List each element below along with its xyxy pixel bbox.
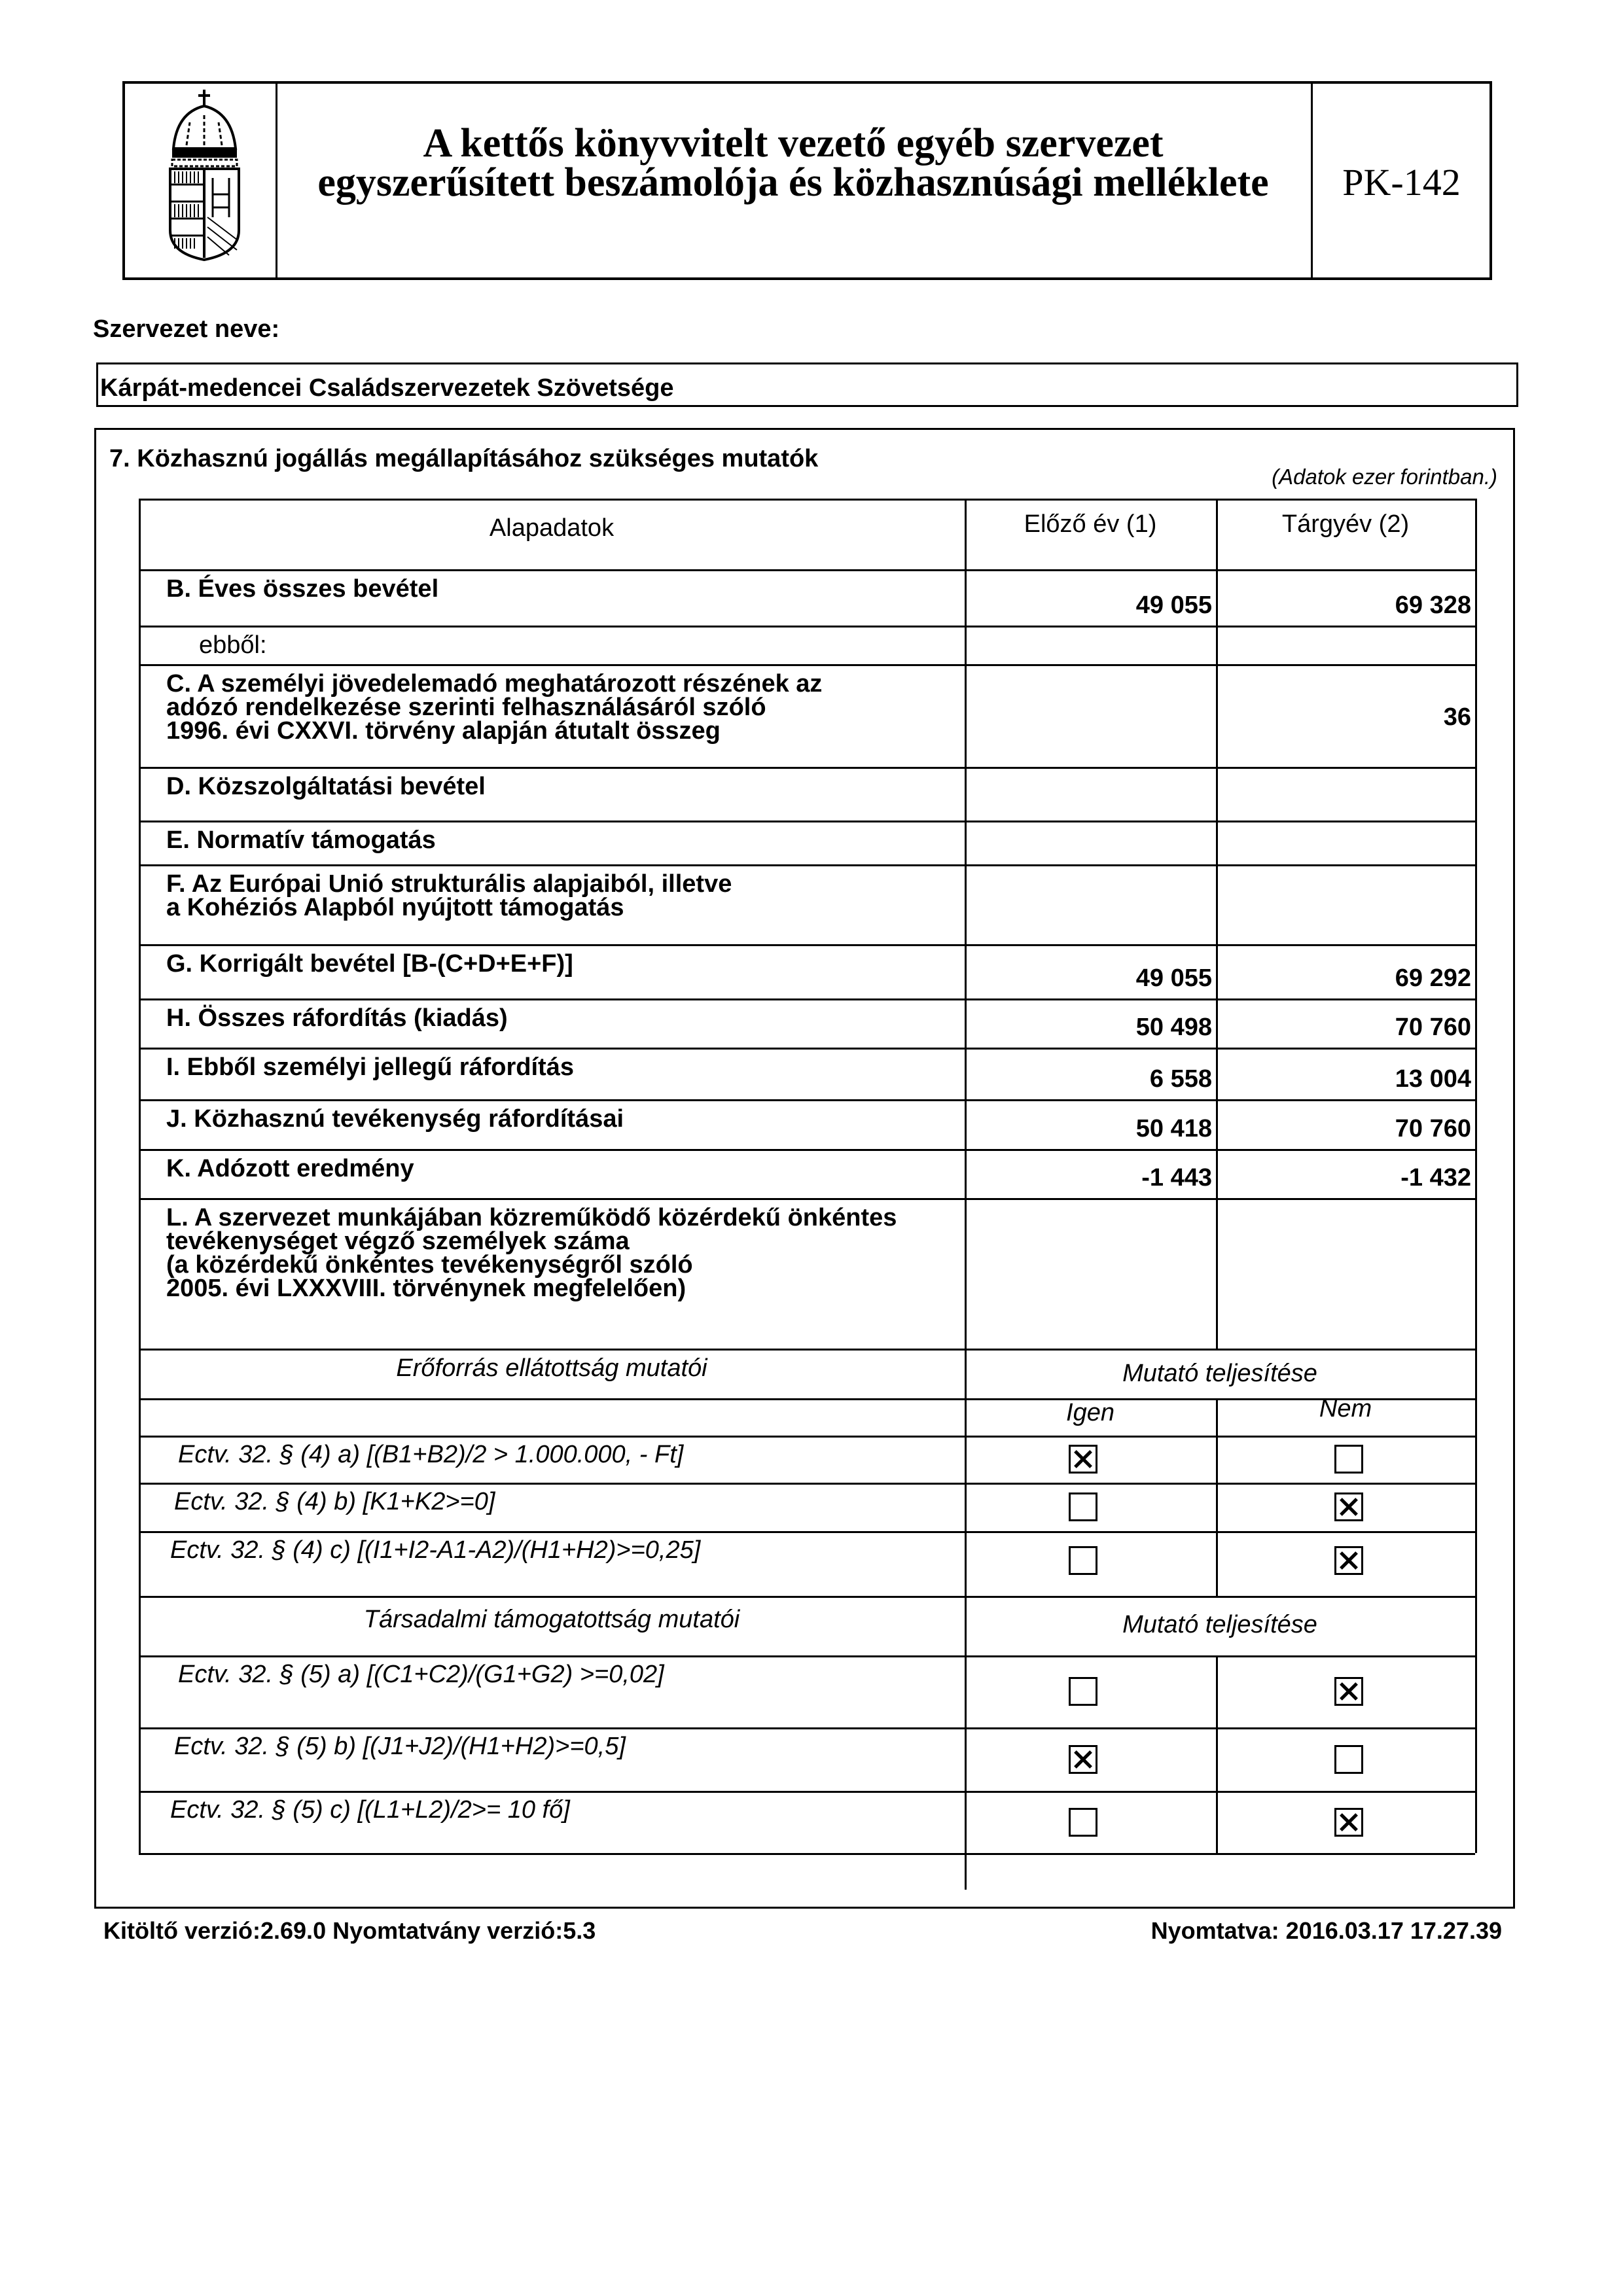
social-title: Társadalmi támogatottság mutatói xyxy=(363,1606,740,1633)
organization-label: Szervezet neve: xyxy=(93,315,280,343)
column-divider xyxy=(965,499,967,1890)
row-divider xyxy=(139,1436,1475,1438)
yes-checkbox[interactable] xyxy=(1069,1807,1097,1837)
column-divider xyxy=(1216,1398,1218,1596)
row-label: ebből: xyxy=(199,631,267,659)
row-divider xyxy=(139,1483,1475,1485)
row-divider xyxy=(139,569,1475,571)
row-divider xyxy=(139,1048,1475,1050)
column-divider xyxy=(139,499,141,1853)
no-column-header: Nem xyxy=(1319,1395,1372,1422)
indicator-label: Ectv. 32. § (4) b) [K1+K2>=0] xyxy=(174,1488,495,1515)
form-code: PK-142 xyxy=(1342,161,1461,203)
row-divider xyxy=(139,499,1475,501)
row-label: K. Adózott eredmény xyxy=(166,1155,414,1182)
yes-checkbox-checked[interactable] xyxy=(1069,1445,1097,1474)
form-header xyxy=(122,81,1492,280)
footer-version: Kitöltő verzió:2.69.0 Nyomtatvány verzió… xyxy=(103,1917,596,1944)
unit-note: (Adatok ezer forintban.) xyxy=(1272,465,1497,489)
footer-printed: Nyomtatva: 2016.03.17 17.27.39 xyxy=(1150,1917,1502,1944)
indicator-label: Ectv. 32. § (4) a) [(B1+B2)/2 > 1.000.00… xyxy=(178,1441,684,1468)
prev-year-value[interactable]: -1 443 xyxy=(1141,1164,1212,1192)
row-divider xyxy=(139,998,1475,1000)
social-fulfilment: Mutató teljesítése xyxy=(1122,1611,1317,1638)
row-label: C. A személyi jövedelemadó meghatározott… xyxy=(166,670,823,745)
prev-year-value[interactable]: 50 498 xyxy=(1135,1014,1212,1041)
row-label: H. Összes ráfordítás (kiadás) xyxy=(166,1004,508,1032)
prev-year-value[interactable]: 50 418 xyxy=(1135,1115,1212,1142)
row-divider xyxy=(139,1349,1475,1351)
column-header-prev: Előző év (1) xyxy=(1024,510,1157,538)
row-divider xyxy=(139,1531,1475,1533)
row-divider xyxy=(139,1853,1475,1855)
row-divider xyxy=(139,821,1475,822)
header-divider xyxy=(276,81,277,280)
column-header-curr: Tárgyév (2) xyxy=(1281,510,1410,538)
section-box xyxy=(94,428,1515,1909)
indicator-label: Ectv. 32. § (5) c) [(L1+L2)/2>= 10 fő] xyxy=(170,1796,570,1824)
yes-column-header: Igen xyxy=(1066,1399,1115,1426)
no-checkbox[interactable] xyxy=(1334,1445,1363,1474)
current-year-value[interactable]: 36 xyxy=(1443,703,1471,731)
row-divider xyxy=(139,1727,1475,1729)
indicator-label: Ectv. 32. § (5) a) [(C1+C2)/(G1+G2) >=0,… xyxy=(178,1661,664,1688)
row-divider xyxy=(139,664,1475,666)
no-checkbox-checked[interactable] xyxy=(1334,1807,1363,1837)
prev-year-value[interactable]: 49 055 xyxy=(1135,964,1212,992)
row-divider xyxy=(139,1398,1475,1400)
no-checkbox[interactable] xyxy=(1334,1744,1363,1774)
current-year-value[interactable]: -1 432 xyxy=(1400,1164,1471,1192)
row-label: J. Közhasznú tevékenység ráfordításai xyxy=(166,1105,624,1133)
row-divider xyxy=(139,1791,1475,1793)
prev-year-value[interactable]: 6 558 xyxy=(1149,1065,1212,1093)
row-label: B. Éves összes bevétel xyxy=(166,575,439,603)
column-divider xyxy=(1475,1349,1477,1853)
row-divider xyxy=(139,1198,1475,1200)
current-year-value[interactable]: 69 292 xyxy=(1395,964,1471,992)
indicator-label: Ectv. 32. § (5) b) [(J1+J2)/(H1+H2)>=0,5… xyxy=(174,1733,626,1760)
yes-checkbox-checked[interactable] xyxy=(1069,1744,1097,1774)
column-divider xyxy=(1475,499,1477,1349)
column-divider xyxy=(1216,1655,1218,1853)
current-year-value[interactable]: 13 004 xyxy=(1395,1065,1471,1093)
column-divider xyxy=(1216,499,1218,1349)
row-label: D. Közszolgáltatási bevétel xyxy=(166,773,486,800)
coat-of-arms-logo xyxy=(160,86,249,263)
organization-name-field[interactable] xyxy=(96,362,1518,407)
row-divider xyxy=(139,1099,1475,1101)
row-label: I. Ebből személyi jellegű ráfordítás xyxy=(166,1053,574,1081)
prev-year-value[interactable]: 49 055 xyxy=(1135,592,1212,619)
form-title-line-2: egyszerűsített beszámolója és közhasznús… xyxy=(317,160,1269,205)
yes-checkbox[interactable] xyxy=(1069,1492,1097,1521)
row-label: G. Korrigált bevétel [B-(C+D+E+F)] xyxy=(166,950,573,978)
row-divider xyxy=(139,1149,1475,1151)
column-header-basic: Alapadatok xyxy=(489,514,615,542)
no-checkbox-checked[interactable] xyxy=(1334,1492,1363,1521)
yes-checkbox[interactable] xyxy=(1069,1677,1097,1706)
no-checkbox-checked[interactable] xyxy=(1334,1677,1363,1706)
row-divider xyxy=(139,626,1475,627)
row-label: F. Az Európai Unió strukturális alapjaib… xyxy=(166,870,732,921)
resource-fulfilment: Mutató teljesítése xyxy=(1122,1360,1317,1387)
resource-title: Erőforrás ellátottság mutatói xyxy=(396,1354,707,1382)
row-divider xyxy=(139,1655,1475,1657)
no-checkbox-checked[interactable] xyxy=(1334,1546,1363,1575)
yes-checkbox[interactable] xyxy=(1069,1546,1097,1575)
row-label: E. Normatív támogatás xyxy=(166,826,436,854)
indicator-label: Ectv. 32. § (4) c) [(I1+I2-A1-A2)/(H1+H2… xyxy=(170,1536,701,1564)
row-divider xyxy=(139,864,1475,866)
section-title: 7. Közhasznú jogállás megállapításához s… xyxy=(109,445,819,472)
row-divider xyxy=(139,767,1475,769)
current-year-value[interactable]: 70 760 xyxy=(1395,1115,1471,1142)
row-label: L. A szervezet munkájában közreműködő kö… xyxy=(166,1204,897,1302)
current-year-value[interactable]: 70 760 xyxy=(1395,1014,1471,1041)
form-title-line-1: A kettős könyvvitelt vezető egyéb szerve… xyxy=(423,121,1164,166)
row-divider xyxy=(139,944,1475,946)
organization-name: Kárpát-medencei Családszervezetek Szövet… xyxy=(100,374,674,402)
row-divider xyxy=(139,1596,1475,1598)
header-divider xyxy=(1311,81,1313,280)
current-year-value[interactable]: 69 328 xyxy=(1395,592,1471,619)
